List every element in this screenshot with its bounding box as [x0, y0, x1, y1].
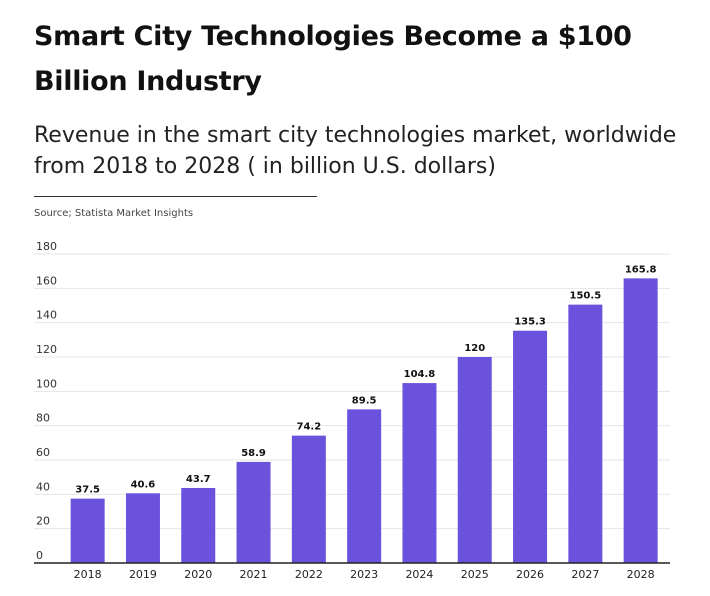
- data-label-2027: 150.5: [570, 291, 602, 302]
- data-label-2020: 43.7: [186, 474, 211, 485]
- x-tick-label-2018: 2018: [74, 568, 102, 581]
- source-note: Source; Statista Market Insights: [34, 208, 194, 219]
- y-tick-label: 140: [36, 309, 57, 322]
- data-label-2028: 165.8: [625, 264, 657, 275]
- y-tick-label: 40: [36, 480, 50, 493]
- data-label-2019: 40.6: [131, 479, 156, 490]
- x-tick-label-2022: 2022: [295, 568, 323, 581]
- y-tick-label: 20: [36, 515, 50, 528]
- bar-2027: [568, 304, 603, 563]
- data-label-2018: 37.5: [75, 485, 100, 496]
- x-tick-label-2024: 2024: [405, 568, 433, 581]
- bar-2019: [125, 493, 160, 563]
- bar-2023: [347, 409, 382, 563]
- chart-subtitle: Revenue in the smart city technologies m…: [34, 123, 677, 179]
- bar-2021: [236, 461, 271, 563]
- x-tick-label-2020: 2020: [184, 568, 212, 581]
- data-label-2023: 89.5: [352, 395, 377, 406]
- data-label-2025: 120: [464, 343, 485, 354]
- bar-2018: [70, 498, 105, 563]
- bar-2028: [623, 278, 658, 563]
- bars: [70, 278, 658, 563]
- x-tick-label-2027: 2027: [571, 568, 599, 581]
- x-axis-ticks: 2018 2019 2020 2021 2022 2023 2024 2025 2026 2027…: [74, 568, 655, 581]
- bar-2024: [402, 383, 437, 563]
- x-tick-label-2021: 2021: [240, 568, 268, 581]
- chart-title: Smart City Technologies Become a $100 Bi…: [34, 21, 632, 97]
- y-tick-label: 100: [36, 377, 57, 390]
- bar-2020: [181, 487, 216, 563]
- bar-2026: [513, 330, 548, 563]
- y-tick-label: 160: [36, 274, 57, 287]
- data-label-2022: 74.2: [297, 422, 322, 433]
- data-label-2024: 104.8: [404, 369, 436, 380]
- bar-2022: [291, 435, 326, 563]
- bar-2025: [457, 357, 492, 563]
- y-tick-label: 180: [36, 240, 57, 253]
- title-divider: [34, 196, 317, 197]
- data-labels: 37.5 40.6 43.7 58.9 74.2 89.5 104.8 120 135.3 150…: [75, 264, 656, 495]
- data-label-2021: 58.9: [241, 448, 266, 459]
- x-tick-label-2019: 2019: [129, 568, 157, 581]
- x-tick-label-2028: 2028: [627, 568, 655, 581]
- x-tick-label-2023: 2023: [350, 568, 378, 581]
- y-tick-label: 60: [36, 446, 50, 459]
- data-label-2026: 135.3: [514, 317, 546, 328]
- x-tick-label-2026: 2026: [516, 568, 544, 581]
- y-tick-label: 0: [36, 549, 43, 562]
- y-axis-ticks: 0 20 40 60 80 100 120 140 160 180: [36, 240, 57, 562]
- y-tick-label: 120: [36, 343, 57, 356]
- x-tick-label-2025: 2025: [461, 568, 489, 581]
- y-tick-label: 80: [36, 412, 50, 425]
